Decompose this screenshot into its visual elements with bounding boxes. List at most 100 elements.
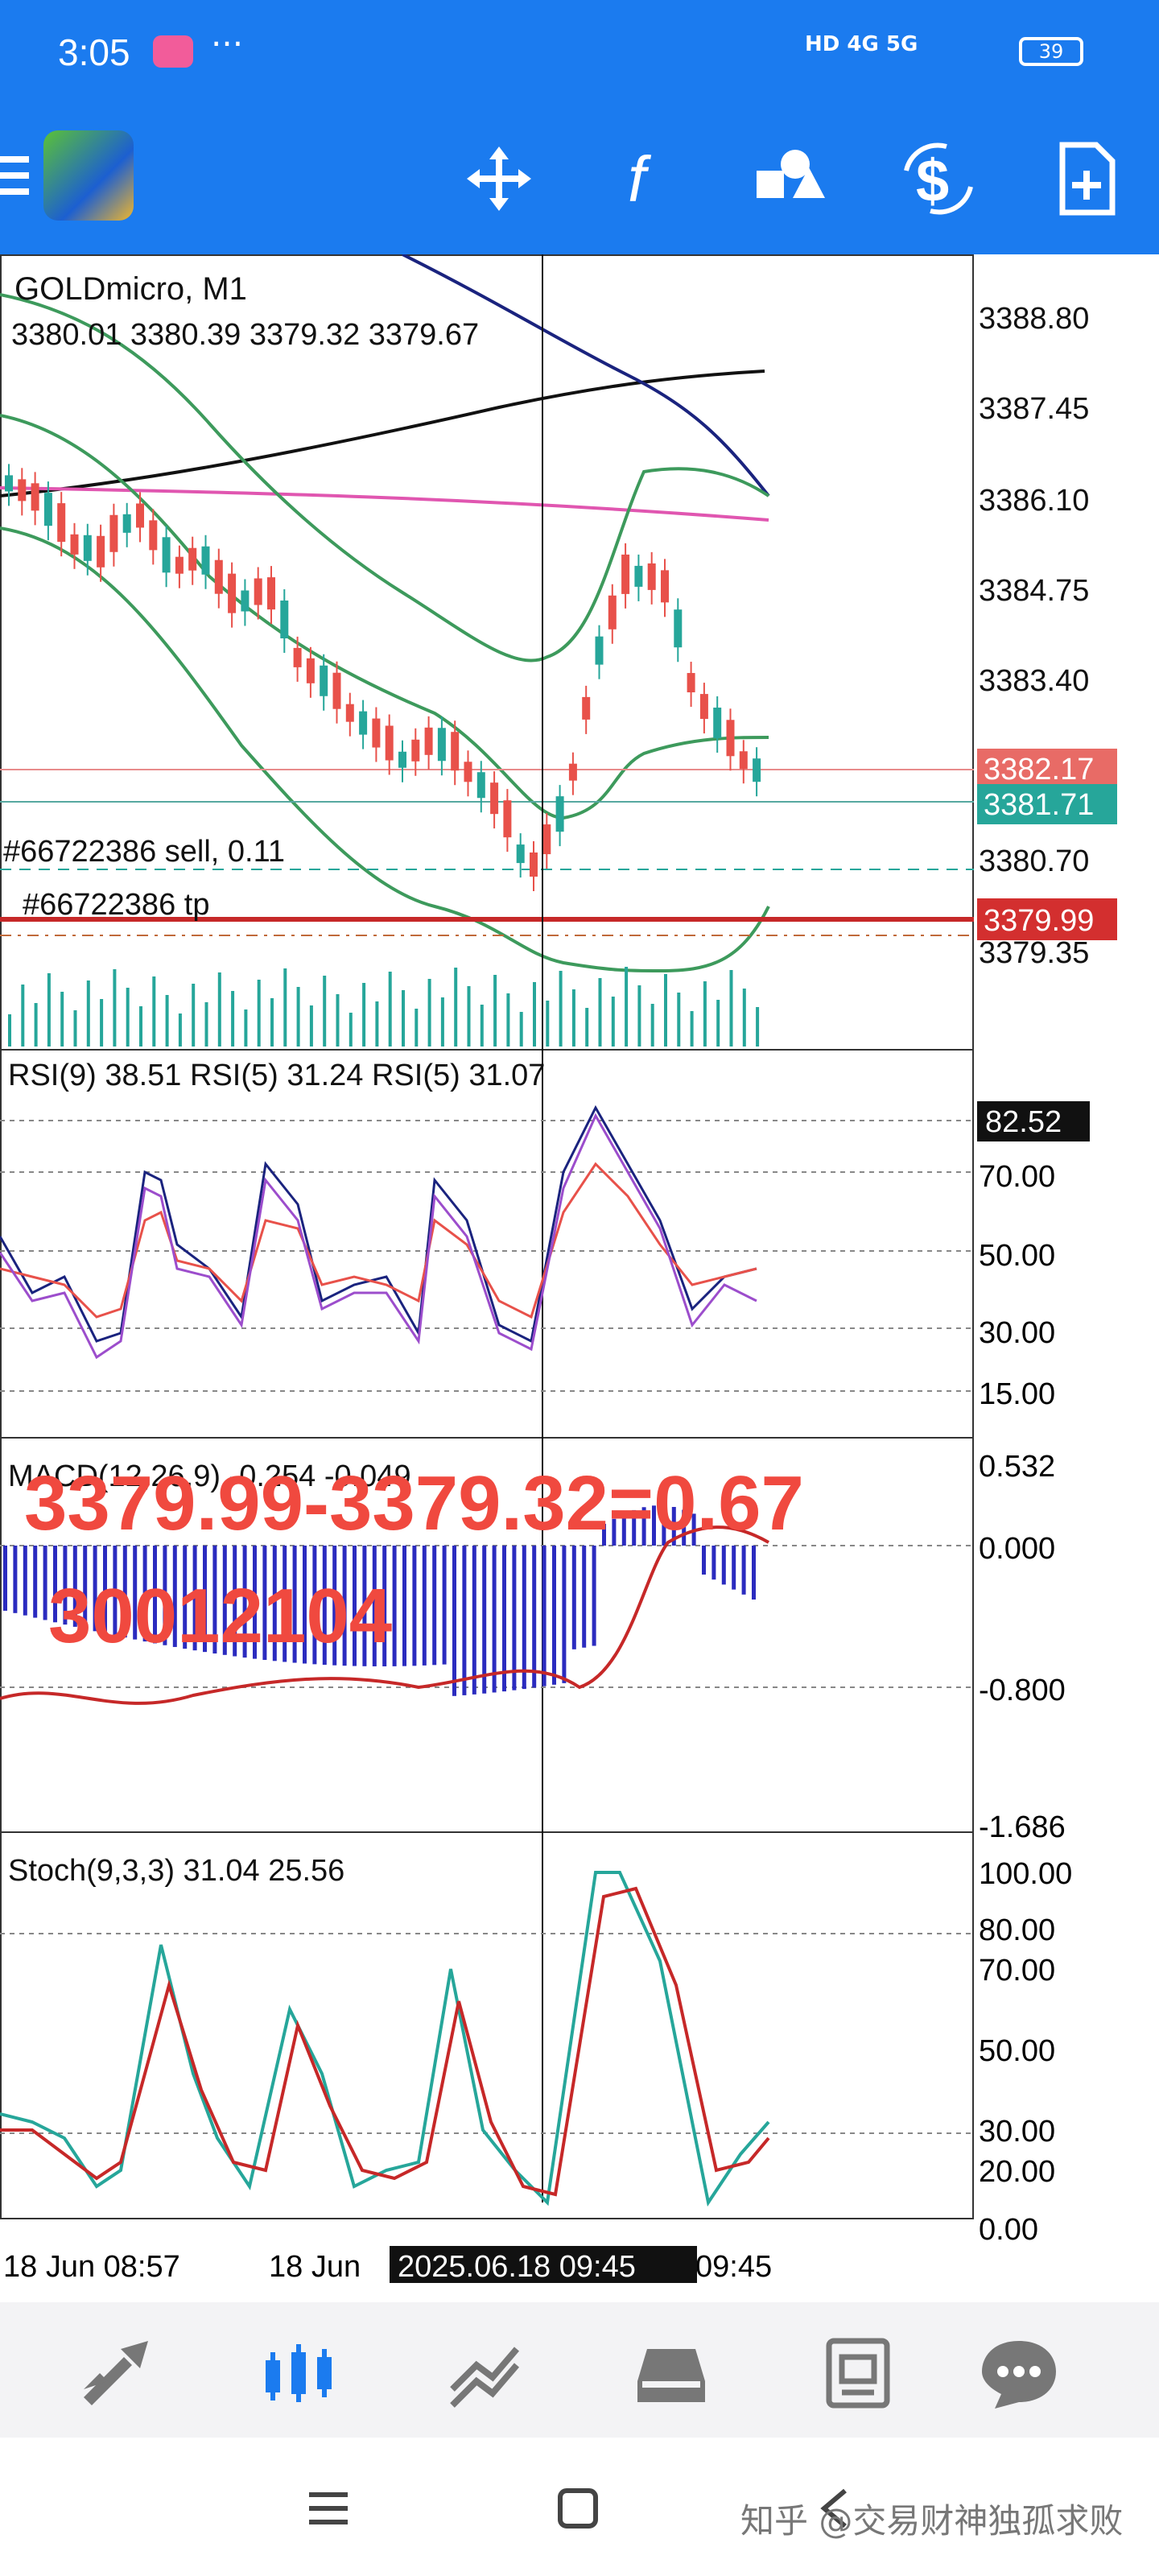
volume-bar: [336, 994, 340, 1046]
volume-bar: [47, 973, 51, 1046]
function-icon[interactable]: f: [604, 138, 684, 219]
candle-body: [424, 727, 433, 755]
macd-bar: [322, 1546, 327, 1666]
macd-bar: [562, 1546, 567, 1683]
macd-bar: [492, 1546, 497, 1693]
candle-body: [608, 595, 617, 630]
candle-body: [201, 546, 210, 575]
volume-bar: [729, 970, 733, 1046]
price-tick: 3386.10: [979, 484, 1089, 518]
quotes-icon[interactable]: [76, 2333, 156, 2413]
objects-icon[interactable]: [749, 138, 829, 219]
volume-bar: [571, 989, 575, 1046]
tp-order-label[interactable]: #66722386 tp: [23, 888, 209, 922]
trade-icon[interactable]: $: [898, 138, 979, 219]
volume-bar: [178, 1013, 182, 1046]
macd-bar: [63, 1546, 68, 1625]
macd-bar: [571, 1546, 576, 1649]
macd-bar: [372, 1546, 377, 1666]
history-icon[interactable]: [631, 2333, 711, 2413]
macd-bar: [462, 1546, 467, 1695]
rsi-tick: 70.00: [979, 1160, 1055, 1194]
volume-bar: [362, 983, 366, 1046]
volume-bar: [650, 1004, 654, 1046]
volume-bar: [637, 985, 641, 1046]
volume-bar: [8, 1014, 11, 1046]
crosshair-move-icon[interactable]: [459, 138, 539, 219]
macd-bar: [292, 1546, 297, 1663]
macd-bar: [362, 1546, 367, 1666]
candle-body: [254, 578, 262, 605]
candle-body: [320, 665, 328, 696]
macd-bar: [472, 1546, 476, 1695]
volume-bar: [217, 972, 221, 1046]
macd-bar: [542, 1546, 547, 1686]
candle-body: [398, 751, 406, 768]
back-icon[interactable]: [813, 2486, 858, 2531]
volume-bar: [415, 1009, 419, 1046]
macd-bar: [53, 1546, 57, 1623]
macd-signal-line: [0, 1525, 769, 1705]
macd-tick: -1.686: [979, 1810, 1066, 1844]
bollinger-upper: [0, 293, 770, 663]
chart-area[interactable]: GOLDmicro, M1 3380.01 3380.39 3379.32 33…: [0, 253, 1159, 2286]
app-logo-icon[interactable]: [43, 130, 134, 221]
time-label: 18 Jun: [269, 2250, 361, 2283]
volume-bar: [231, 991, 235, 1046]
macd-bar: [43, 1546, 47, 1620]
overlay-diff-text: 3379.99-3379.32=0.67: [24, 1460, 804, 1546]
macd-bar: [93, 1546, 97, 1632]
candle-body: [582, 696, 591, 720]
stoch-signal-line: [0, 1886, 770, 2197]
sell-order-label[interactable]: #66722386 sell, 0.11: [3, 835, 285, 869]
stoch-tick: 0.00: [979, 2213, 1038, 2247]
volume-bar: [703, 981, 707, 1046]
candle-body: [661, 570, 669, 603]
chart-icon[interactable]: [259, 2333, 340, 2413]
macd-bar: [702, 1546, 706, 1575]
macd-bar: [142, 1546, 147, 1642]
macd-tick: 0.532: [979, 1450, 1055, 1484]
macd-bar: [332, 1546, 337, 1666]
macd-panel: MACD(12,26,9) -0.254 -0.049 3379.99-3379…: [0, 1450, 1066, 1844]
more-notifications-icon: ···: [211, 24, 244, 64]
price-tick: 3380.70: [979, 844, 1089, 878]
price-tick: 3379.35: [979, 936, 1089, 970]
rsi-tick: 30.00: [979, 1316, 1055, 1350]
candle-body: [687, 673, 695, 693]
macd-label: MACD(12,26,9) -0.254 -0.049: [8, 1459, 411, 1493]
trade-nav-icon[interactable]: [444, 2333, 525, 2413]
recent-apps-icon[interactable]: [306, 2486, 351, 2531]
candle-body: [149, 520, 158, 551]
macd-bar: [13, 1546, 18, 1613]
volume-bar: [73, 1010, 77, 1046]
rsi-cursor-value: 82.52: [985, 1105, 1062, 1139]
messages-icon[interactable]: [979, 2333, 1059, 2413]
svg-text:$: $: [916, 147, 949, 214]
volume-bar: [742, 989, 746, 1046]
candle-body: [162, 537, 171, 573]
home-icon[interactable]: [555, 2486, 600, 2531]
news-icon[interactable]: [816, 2333, 897, 2413]
macd-bar: [233, 1546, 237, 1657]
volume-bar: [21, 985, 25, 1046]
price-lines: [0, 769, 974, 936]
macd-bar: [721, 1546, 726, 1585]
watermark-text: 知乎 @交易财神独孤求败: [740, 2501, 1124, 2541]
cursor-time-value: 2025.06.18 09:45: [398, 2250, 636, 2283]
menu-icon[interactable]: [0, 156, 29, 201]
macd-bar: [612, 1518, 617, 1546]
overlay-number-text: 30012104: [48, 1573, 392, 1659]
volume-bar: [309, 1005, 313, 1046]
new-order-icon[interactable]: [1046, 138, 1127, 219]
volume-bar: [533, 982, 536, 1046]
macd-bar: [641, 1507, 646, 1546]
candle-body: [345, 704, 354, 722]
macd-bar: [402, 1546, 406, 1666]
macd-bar: [452, 1546, 456, 1696]
macd-bar: [212, 1546, 217, 1654]
macd-bar: [133, 1546, 138, 1640]
macd-bar: [682, 1509, 687, 1546]
ma-blue-line: [402, 253, 770, 497]
rsi-cursor-badge: [977, 1101, 1090, 1141]
